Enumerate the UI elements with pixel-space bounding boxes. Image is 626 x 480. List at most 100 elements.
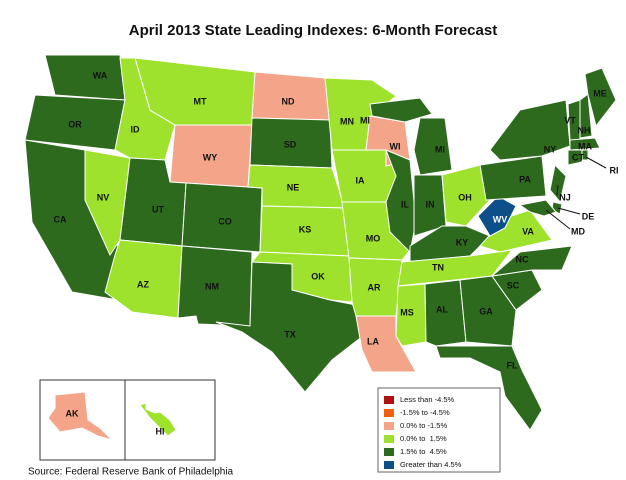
state-label: ID bbox=[131, 124, 141, 134]
state-label: CA bbox=[54, 214, 67, 224]
state-shape bbox=[584, 67, 617, 128]
legend: Less than -4.5% -1.5% to -4.5% 0.0% to -1.… bbox=[384, 395, 462, 469]
state-label: NM bbox=[205, 281, 219, 291]
state-label: AZ bbox=[137, 279, 149, 289]
state-label: NJ bbox=[559, 192, 571, 202]
state-label: SD bbox=[284, 139, 297, 149]
state-shape bbox=[395, 283, 427, 347]
state-label: WV bbox=[493, 214, 508, 224]
legend-label: Less than -4.5% bbox=[400, 395, 455, 404]
state-shape bbox=[518, 199, 557, 217]
state-label: FL bbox=[507, 360, 518, 370]
state-shape bbox=[177, 245, 253, 327]
legend-box bbox=[377, 387, 501, 473]
state-label: MO bbox=[366, 233, 381, 243]
state-label: CT bbox=[572, 152, 584, 162]
state-label: CO bbox=[218, 216, 232, 226]
state-label: NV bbox=[97, 192, 110, 202]
legend-label: 0.0% to 1.5% bbox=[400, 434, 447, 443]
state-label: MI bbox=[360, 115, 370, 125]
state-label: MA bbox=[578, 141, 592, 151]
state-shape bbox=[84, 149, 131, 257]
legend-label: 1.5% to 4.5% bbox=[400, 447, 447, 456]
state-shape bbox=[355, 315, 417, 373]
state-label: MN bbox=[340, 116, 354, 126]
legend-swatch bbox=[384, 396, 394, 404]
state-label: GA bbox=[479, 306, 493, 316]
leader-line bbox=[556, 184, 559, 196]
state-label: DE bbox=[582, 211, 595, 221]
state-shape bbox=[441, 164, 491, 227]
legend-label: -1.5% to -4.5% bbox=[400, 408, 450, 417]
state-labels: WA OR CA NV ID MT WY UT CO AZ NM ND SD NE KS OK TX MN IA MO… bbox=[54, 70, 619, 436]
state-label: TX bbox=[284, 329, 296, 339]
state-label: LA bbox=[367, 336, 379, 346]
state-label: WI bbox=[390, 141, 401, 151]
state-label: WA bbox=[93, 70, 108, 80]
state-shape bbox=[424, 279, 467, 347]
state-shape bbox=[489, 99, 571, 161]
state-shape bbox=[44, 54, 126, 101]
state-label: VA bbox=[522, 226, 534, 236]
state-shape bbox=[490, 245, 573, 277]
state-shape bbox=[549, 163, 567, 204]
state-label: IA bbox=[356, 175, 366, 185]
state-shape bbox=[435, 345, 543, 431]
state-label: PA bbox=[519, 174, 531, 184]
state-label: AK bbox=[66, 408, 79, 418]
state-label: VT bbox=[564, 115, 576, 125]
state-label: IL bbox=[401, 199, 410, 209]
state-shape bbox=[215, 261, 369, 393]
state-label: KY bbox=[456, 237, 469, 247]
state-shape bbox=[369, 97, 433, 123]
state-shape bbox=[479, 155, 547, 201]
state-label: OK bbox=[311, 271, 325, 281]
legend-swatch bbox=[384, 461, 394, 469]
state-shape bbox=[47, 391, 114, 442]
state-label: IN bbox=[426, 199, 435, 209]
state-label: SC bbox=[507, 280, 520, 290]
state-shape bbox=[569, 137, 601, 151]
state-label: MS bbox=[400, 307, 414, 317]
state-label: ND bbox=[282, 96, 295, 106]
state-label: MD bbox=[571, 226, 585, 236]
state-label: NH bbox=[578, 125, 591, 135]
state-label: MI bbox=[435, 144, 445, 154]
state-label: TN bbox=[432, 262, 444, 272]
legend-label: Greater than 4.5% bbox=[400, 460, 462, 469]
state-label: MT bbox=[194, 96, 207, 106]
state-shape bbox=[567, 149, 583, 166]
state-label: KS bbox=[299, 224, 312, 234]
state-label: HI bbox=[156, 426, 165, 436]
leader-line bbox=[585, 156, 607, 169]
state-label: ME bbox=[593, 88, 607, 98]
legend-label: 0.0% to -1.5% bbox=[400, 421, 447, 430]
state-label: NY bbox=[544, 144, 557, 154]
state-label: OR bbox=[68, 119, 82, 129]
legend-swatch bbox=[384, 448, 394, 456]
states bbox=[24, 54, 617, 442]
map-title: April 2013 State Leading Indexes: 6-Mont… bbox=[129, 22, 497, 39]
state-label: AL bbox=[436, 304, 448, 314]
hawaii-inset bbox=[124, 379, 216, 461]
state-shape bbox=[139, 402, 177, 437]
state-shape bbox=[579, 93, 593, 139]
state-shape bbox=[413, 117, 453, 176]
state-label: RI bbox=[610, 165, 619, 175]
state-label: UT bbox=[152, 204, 164, 214]
legend-swatch bbox=[384, 409, 394, 417]
legend-swatch bbox=[384, 422, 394, 430]
state-shape bbox=[397, 249, 514, 287]
state-shape bbox=[385, 149, 417, 254]
state-shape bbox=[459, 275, 517, 347]
state-label: NE bbox=[287, 182, 300, 192]
source-note: Source: Federal Reserve Bank of Philadel… bbox=[28, 467, 234, 478]
state-label: WY bbox=[203, 152, 218, 162]
state-label: NC bbox=[516, 254, 529, 264]
state-label: AR bbox=[368, 282, 381, 292]
legend-swatch bbox=[384, 435, 394, 443]
state-label: OH bbox=[458, 192, 472, 202]
leader-line bbox=[545, 209, 571, 230]
leader-line bbox=[557, 207, 581, 215]
